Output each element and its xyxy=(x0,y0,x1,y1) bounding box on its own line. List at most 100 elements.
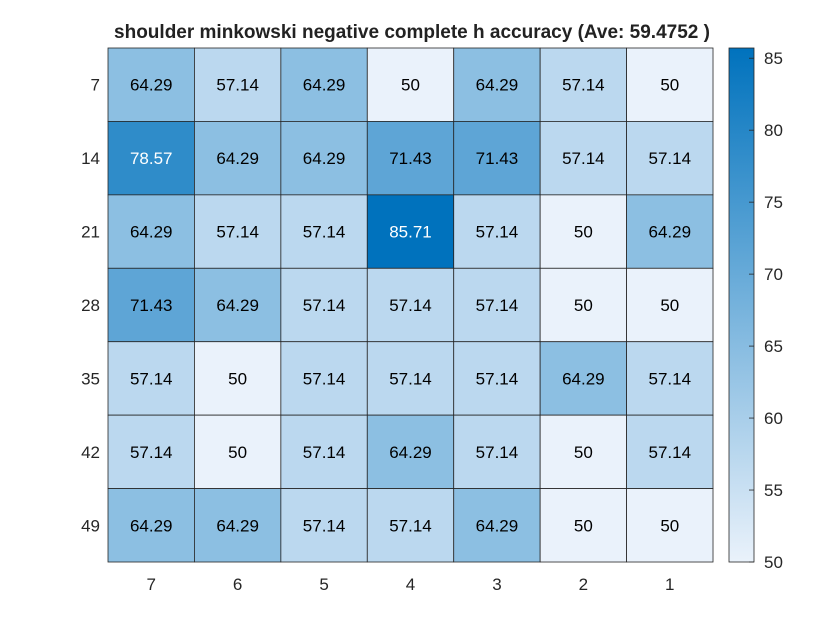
cell-value-label: 85.71 xyxy=(389,223,432,242)
heatmap-cell xyxy=(107,47,195,122)
colorbar-tick-label: 50 xyxy=(764,553,783,572)
cell-value-label: 57.14 xyxy=(649,369,692,388)
heatmap-cell xyxy=(107,414,195,489)
heatmap-cell xyxy=(626,194,714,269)
heatmap-cell xyxy=(453,488,541,563)
heatmap-cell xyxy=(280,194,368,269)
colorbar-tick-label: 65 xyxy=(764,337,783,356)
y-tick-label: 14 xyxy=(81,149,100,168)
cell-value-label: 50 xyxy=(660,516,679,535)
y-tick-label: 35 xyxy=(81,369,100,388)
cell-value-label: 50 xyxy=(401,76,420,95)
heatmap-cell xyxy=(366,267,455,343)
y-tick-label: 28 xyxy=(81,296,100,315)
cell-value-label: 64.29 xyxy=(130,223,173,242)
heatmap-cell xyxy=(366,414,455,489)
cell-value-label: 50 xyxy=(660,296,679,315)
heatmap-cell xyxy=(280,47,368,122)
x-tick-label: 2 xyxy=(579,575,588,594)
cell-value-label: 57.14 xyxy=(389,296,432,315)
cell-value-label: 50 xyxy=(228,369,247,388)
colorbar-tick-label: 80 xyxy=(764,121,783,140)
cell-value-label: 71.43 xyxy=(389,149,432,168)
cell-value-label: 64.29 xyxy=(562,369,605,388)
cell-value-label: 64.29 xyxy=(216,296,259,315)
x-tick-label: 3 xyxy=(492,575,501,594)
heatmap-cell xyxy=(194,414,282,489)
y-tick-label: 21 xyxy=(81,223,100,242)
heatmap-cell xyxy=(453,194,541,269)
heatmap-cell xyxy=(626,341,714,416)
cell-value-label: 50 xyxy=(574,223,593,242)
colorbar-tick-label: 55 xyxy=(764,481,783,500)
cell-value-label: 50 xyxy=(574,296,593,315)
heatmap-cell xyxy=(280,414,368,489)
cell-value-label: 57.14 xyxy=(303,369,346,388)
cell-value-label: 71.43 xyxy=(476,149,519,168)
x-tick-label: 5 xyxy=(319,575,328,594)
heatmap-cell xyxy=(366,488,455,563)
cell-value-label: 64.29 xyxy=(216,149,259,168)
colorbar-gradient xyxy=(728,47,755,563)
heatmap-cell xyxy=(453,47,541,122)
heatmap-cell xyxy=(626,488,714,563)
cell-value-label: 57.14 xyxy=(130,443,173,462)
cell-value-label: 57.14 xyxy=(476,369,519,388)
colorbar-tick-label: 70 xyxy=(764,265,783,284)
x-axis-ticks: 7 6 5 4 3 2 1 xyxy=(146,575,674,594)
cell-value-label: 64.29 xyxy=(303,76,346,95)
cell-value-label: 57.14 xyxy=(476,296,519,315)
heatmap-cell xyxy=(107,488,195,563)
cell-value-label: 57.14 xyxy=(303,516,346,535)
cell-value-label: 64.29 xyxy=(303,149,346,168)
heatmap-cell xyxy=(366,194,455,269)
cell-value-label: 71.43 xyxy=(130,296,173,315)
cell-value-label: 64.29 xyxy=(216,516,259,535)
cell-value-label: 64.29 xyxy=(649,223,692,242)
heatmap-cell xyxy=(107,121,195,196)
heatmap-cell xyxy=(626,121,714,196)
heatmap-cells: 64.29 57.14 64.29 50 64.29 57.14 50 78.57 64.29 6… xyxy=(107,47,714,563)
cell-value-label: 57.14 xyxy=(649,149,692,168)
heatmap-cell xyxy=(539,47,627,122)
x-tick-label: 1 xyxy=(665,575,674,594)
cell-value-label: 57.14 xyxy=(476,443,519,462)
heatmap-cell xyxy=(280,121,368,196)
colorbar-tick-label: 85 xyxy=(764,49,783,68)
cell-value-label: 64.29 xyxy=(476,76,519,95)
cell-value-label: 64.29 xyxy=(130,516,173,535)
x-tick-label: 4 xyxy=(406,575,415,594)
heatmap-cell xyxy=(194,194,282,269)
cell-value-label: 57.14 xyxy=(303,223,346,242)
heatmap-cell xyxy=(107,341,195,416)
x-tick-label: 6 xyxy=(233,575,242,594)
cell-value-label: 57.14 xyxy=(649,443,692,462)
x-tick-label: 7 xyxy=(146,575,155,594)
cell-value-label: 50 xyxy=(574,443,593,462)
heatmap-cell xyxy=(626,414,714,489)
heatmap-cell xyxy=(539,121,627,196)
heatmap-cell xyxy=(539,267,627,343)
cell-value-label: 64.29 xyxy=(476,516,519,535)
cell-value-label: 57.14 xyxy=(562,76,605,95)
heatmap-cell xyxy=(539,488,627,563)
heatmap-cell xyxy=(107,267,195,343)
cell-value-label: 57.14 xyxy=(389,369,432,388)
cell-value-label: 57.14 xyxy=(476,223,519,242)
colorbar-tick-label: 75 xyxy=(764,193,783,212)
y-tick-label: 7 xyxy=(91,76,100,95)
cell-value-label: 57.14 xyxy=(130,369,173,388)
heatmap-cell xyxy=(194,267,282,343)
heatmap-cell xyxy=(366,47,455,122)
heatmap-cell xyxy=(453,121,541,196)
cell-value-label: 50 xyxy=(660,76,679,95)
heatmap-cell xyxy=(280,341,368,416)
cell-value-label: 78.57 xyxy=(130,149,173,168)
y-tick-label: 42 xyxy=(81,443,100,462)
cell-value-label: 50 xyxy=(574,516,593,535)
cell-value-label: 64.29 xyxy=(389,443,432,462)
cell-value-label: 50 xyxy=(228,443,247,462)
cell-value-label: 64.29 xyxy=(130,76,173,95)
heatmap-cell xyxy=(453,414,541,489)
